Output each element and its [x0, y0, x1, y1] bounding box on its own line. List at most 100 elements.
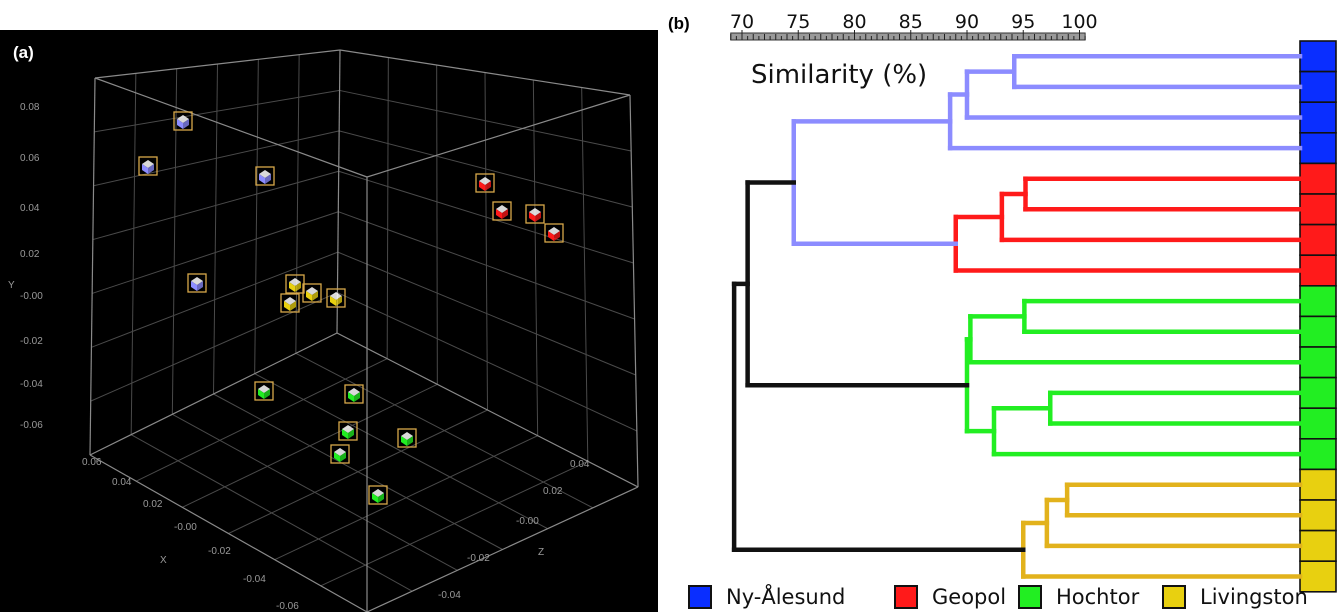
box-edge: [336, 332, 639, 488]
point-left: [191, 281, 197, 291]
leaf-cell: [1299, 437, 1337, 471]
leaf-cell: [1299, 193, 1337, 226]
data-point: [173, 111, 193, 131]
scatter-3d-panel: 0.08 0.06 0.04 0.02 -0.00 -0.02 -0.04 -0.06 Y 0.0…: [0, 30, 658, 612]
legend-swatch: [894, 585, 918, 609]
legend-swatch: [688, 585, 712, 609]
grid-line: [386, 57, 389, 359]
data-point: [187, 273, 207, 293]
z-tick-label: -0.00: [516, 516, 539, 527]
grid-line: [581, 87, 589, 462]
leaf-cell: [1299, 499, 1337, 532]
data-point: [255, 166, 275, 186]
point-right: [148, 164, 154, 174]
similarity-axis: 70 75 80 85 90 95 100: [730, 11, 1098, 41]
z-tick-label: -0.02: [467, 553, 490, 564]
point-frame: [475, 173, 495, 193]
z-axis-label: Z: [538, 547, 544, 558]
point-frame: [187, 273, 207, 293]
axis-bar: [730, 32, 1086, 41]
data-point: [280, 293, 300, 313]
axis-tick-label: 90: [955, 11, 979, 33]
leaf-cell: [1299, 162, 1337, 195]
data-point: [338, 421, 358, 441]
leaf-cell: [1299, 223, 1337, 257]
leaf-cell: [1299, 529, 1337, 562]
point-frame: [344, 384, 364, 404]
data-point: [285, 274, 305, 294]
point-frame: [138, 156, 158, 176]
grid-lines: [90, 54, 638, 592]
data-point: [326, 288, 346, 308]
legend-item-livingston: Livingston: [1162, 583, 1308, 611]
leaf-cell: [1299, 560, 1337, 593]
leaf-cell: [1299, 254, 1337, 287]
leaf-cell: [1299, 468, 1337, 501]
point-frame: [544, 223, 564, 243]
x-axis-label: X: [160, 555, 167, 566]
point-right: [312, 291, 318, 301]
legend-swatch: [1018, 585, 1042, 609]
box-edge: [94, 49, 341, 79]
scatter-3d-plot: 0.08 0.06 0.04 0.02 -0.00 -0.02 -0.04 -0.06 Y 0.0…: [8, 49, 639, 612]
legend-item-ny-alesund: Ny-Ålesund: [688, 583, 845, 611]
point-frame: [397, 428, 417, 448]
box-edges: [89, 49, 639, 612]
data-point: [302, 283, 322, 303]
z-tick-label: 0.04: [570, 459, 590, 470]
panel-a-label: (a): [13, 43, 34, 62]
z-tick-label: 0.02: [543, 486, 563, 497]
legend-label: Geopol: [932, 585, 1007, 609]
y-tick-label: -0.06: [20, 420, 43, 431]
leaf-cell: [1299, 40, 1337, 73]
point-right: [264, 389, 270, 399]
grid-line: [254, 59, 259, 374]
data-point: [138, 156, 158, 176]
data-point: [492, 201, 512, 221]
scatter-points: [138, 111, 564, 505]
box-edge: [89, 77, 96, 456]
x-tick-label: -0.06: [276, 601, 299, 612]
point-frame: [302, 283, 322, 303]
axis-tick-label: 80: [842, 11, 866, 33]
grid-line: [320, 460, 589, 587]
point-frame: [280, 293, 300, 313]
point-frame: [173, 111, 193, 131]
axis-tick-label: 95: [1011, 11, 1035, 33]
x-tick-label: 0.04: [112, 477, 132, 488]
point-left: [496, 209, 502, 219]
grid-line: [484, 72, 488, 411]
x-tick-label: 0.06: [82, 457, 102, 468]
legend-item-hochtor: Hochtor: [1018, 583, 1139, 611]
point-left: [259, 174, 265, 184]
leaf-cell: [1299, 132, 1337, 165]
point-frame: [326, 288, 346, 308]
leaf-cell: [1299, 407, 1337, 440]
x-tick-label: -0.02: [208, 546, 231, 557]
y-tick-label: 0.02: [20, 249, 40, 260]
dendrogram-panel: 70 75 80 85 90 95 100: [660, 0, 1339, 612]
point-right: [295, 282, 301, 292]
x-tick-label: 0.02: [143, 499, 163, 510]
point-left: [258, 389, 264, 399]
box-edge: [336, 49, 341, 334]
y-axis-label: Y: [8, 280, 15, 291]
dendrogram-tree: [731, 54, 1303, 579]
panel-b-label: (b): [668, 14, 690, 33]
box-edge: [366, 94, 631, 178]
point-frame: [368, 485, 388, 505]
axis-tick-label: 70: [730, 11, 754, 33]
x-tick-label: -0.00: [174, 522, 197, 533]
y-tick-label: 0.04: [20, 203, 40, 214]
similarity-axis-title: Similarity (%): [751, 60, 928, 90]
box-edge: [629, 94, 639, 488]
point-right: [348, 429, 354, 439]
grid-line: [436, 64, 438, 385]
point-right: [265, 174, 271, 184]
dendrogram-plot: 70 75 80 85 90 95 100: [730, 11, 1337, 593]
y-tick-label: -0.04: [20, 379, 43, 390]
data-point: [254, 381, 274, 401]
point-left: [177, 119, 183, 129]
legend: Ny-Ålesund Geopol Hochtor Livingston: [688, 583, 1338, 611]
data-point: [330, 444, 350, 464]
